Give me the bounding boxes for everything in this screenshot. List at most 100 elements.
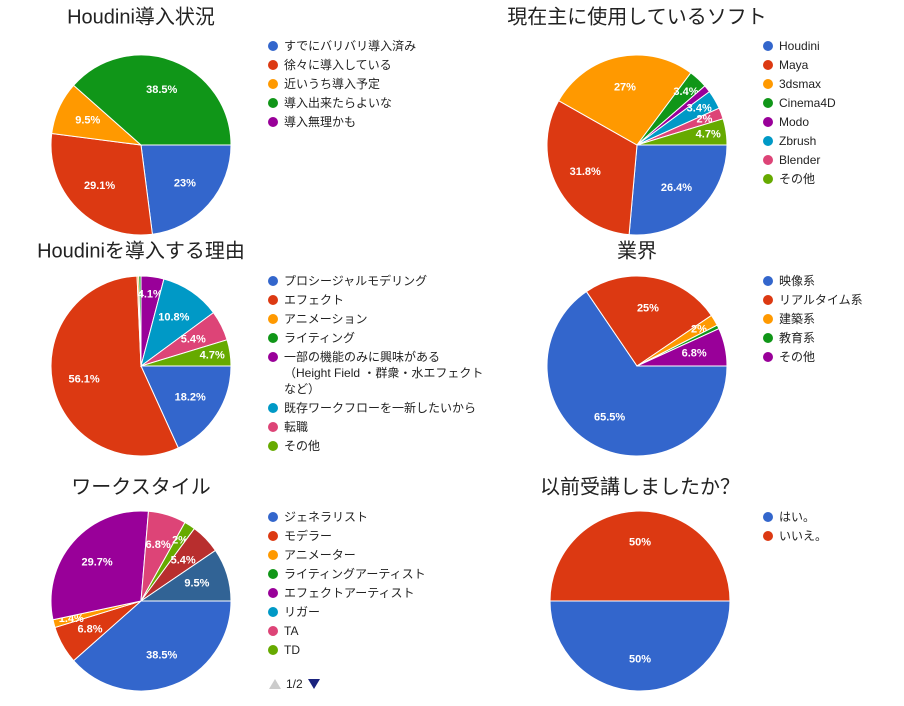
legend: はい。 いいえ。	[763, 509, 827, 547]
legend-item: その他	[268, 438, 483, 454]
legend-swatch	[763, 333, 773, 343]
legend-item: 教育系	[763, 330, 863, 346]
legend-label: エフェクト	[284, 293, 345, 307]
legend-item: 一部の機能のみに興味がある （Height Field ・群衆・水エフェクト な…	[268, 349, 483, 397]
legend-swatch	[268, 333, 278, 343]
legend-label: 教育系	[779, 331, 816, 345]
legend-item: その他	[763, 349, 863, 365]
legend-label: Cinema4D	[779, 96, 836, 110]
legend-swatch	[268, 441, 278, 451]
data-label: 6.8%	[77, 624, 102, 636]
legend-item: その他	[763, 171, 836, 187]
legend-item: リガー	[268, 604, 426, 620]
legend-swatch	[268, 314, 278, 324]
legend-label: 導入無理かも	[284, 115, 357, 129]
legend-label: ライティングアーティスト	[284, 567, 426, 581]
legend-swatch	[763, 41, 773, 51]
pie-slice	[636, 118, 728, 146]
page-indicator: 1/2	[286, 677, 303, 691]
legend-swatch	[268, 569, 278, 579]
legend-label: モデラー	[284, 529, 333, 543]
next-page[interactable]	[307, 678, 321, 690]
legend-label: 建築系	[779, 312, 816, 326]
legend-item: 既存ワークフローを一新したいから	[268, 400, 483, 416]
legend: Houdini Maya 3dsmax Cinema4D Modo Zbrush Blend…	[763, 38, 836, 190]
legend-label: 近いうち導入予定	[284, 77, 381, 91]
legend-item: TD	[268, 642, 426, 658]
legend-item: 建築系	[763, 311, 863, 327]
data-label: 2%	[696, 114, 712, 126]
legend-item: 導入無理かも	[268, 114, 416, 130]
pie-slice	[140, 339, 232, 367]
legend-swatch	[268, 550, 278, 560]
legend-swatch	[268, 276, 278, 286]
legend-label: Modo	[779, 115, 810, 129]
legend-label: その他	[779, 172, 816, 186]
data-label: 10.8%	[158, 312, 189, 324]
data-label: 4.1%	[138, 289, 163, 301]
legend-label: ライティング	[284, 331, 356, 345]
legend-swatch	[763, 136, 773, 146]
legend-item: ライティング	[268, 330, 483, 346]
data-label: 9.5%	[184, 578, 209, 590]
data-label: 38.5%	[146, 84, 177, 96]
data-label: 9.5%	[75, 115, 100, 127]
pie-slice	[140, 365, 232, 449]
legend-swatch	[763, 531, 773, 541]
legend-label: Zbrush	[779, 134, 817, 148]
legend-label: 徐々に導入している	[284, 58, 392, 72]
legend-label: TD	[284, 643, 300, 657]
legend-swatch	[763, 174, 773, 184]
data-label: 50%	[629, 536, 651, 548]
chart-title: 以前受講しましたか？	[540, 475, 740, 498]
legend-label: いいえ。	[779, 529, 828, 543]
data-label: 29.7%	[81, 556, 112, 568]
legend-swatch	[268, 295, 278, 305]
legend-swatch	[268, 117, 278, 127]
legend-swatch	[268, 60, 278, 70]
data-label: 65.5%	[594, 412, 625, 424]
data-label: 5.4%	[181, 334, 206, 346]
legend-label: アニメーター	[284, 548, 356, 562]
pie-slice	[546, 290, 728, 457]
legend-item: Maya	[763, 57, 836, 73]
legend-label: TA	[284, 624, 299, 638]
chart-title: Houdini導入状況	[67, 5, 215, 28]
legend-item: ジェネラリスト	[268, 509, 426, 525]
legend-item: Zbrush	[763, 133, 836, 149]
legend-item: エフェクト	[268, 292, 483, 308]
legend-label: エフェクトアーティスト	[284, 586, 415, 600]
legend-swatch	[763, 352, 773, 362]
legend: プロシージャルモデリング エフェクト アニメーション ライティング 一部の機能のみに興味…	[268, 273, 483, 457]
data-label: 25%	[637, 302, 659, 314]
legend-swatch	[268, 588, 278, 598]
legend-item: アニメーター	[268, 547, 426, 563]
legend-label: Maya	[779, 58, 809, 72]
legend-item: 3dsmax	[763, 76, 836, 92]
pie-slice	[50, 510, 150, 621]
legend-swatch	[763, 155, 773, 165]
data-label: 3.4%	[673, 86, 698, 98]
legend-item: モデラー	[268, 528, 426, 544]
legend-swatch	[268, 422, 278, 432]
legend-label: すでにバリバリ導入済み	[284, 39, 417, 53]
legend-item: いいえ。	[763, 528, 827, 544]
legend-item: エフェクトアーティスト	[268, 585, 426, 601]
legend-item: 近いうち導入予定	[268, 76, 416, 92]
legend-item: アニメーション	[268, 311, 483, 327]
pie-slice	[72, 54, 232, 146]
chart-title: 現在主に使用しているソフト	[507, 5, 766, 28]
legend-swatch	[763, 512, 773, 522]
prev-page[interactable]	[268, 678, 282, 690]
legend-item: Cinema4D	[763, 95, 836, 111]
legend-item: Blender	[763, 152, 836, 168]
chart-title: Houdiniを導入する理由	[37, 239, 245, 262]
legend-swatch	[763, 314, 773, 324]
pie-slice	[140, 144, 232, 235]
legend-label: 転職	[284, 420, 309, 434]
pie-slice	[585, 275, 713, 367]
data-label: 56.1%	[69, 374, 100, 386]
legend-swatch	[763, 79, 773, 89]
pie-slice	[546, 99, 638, 236]
legend-label: その他	[284, 439, 321, 453]
